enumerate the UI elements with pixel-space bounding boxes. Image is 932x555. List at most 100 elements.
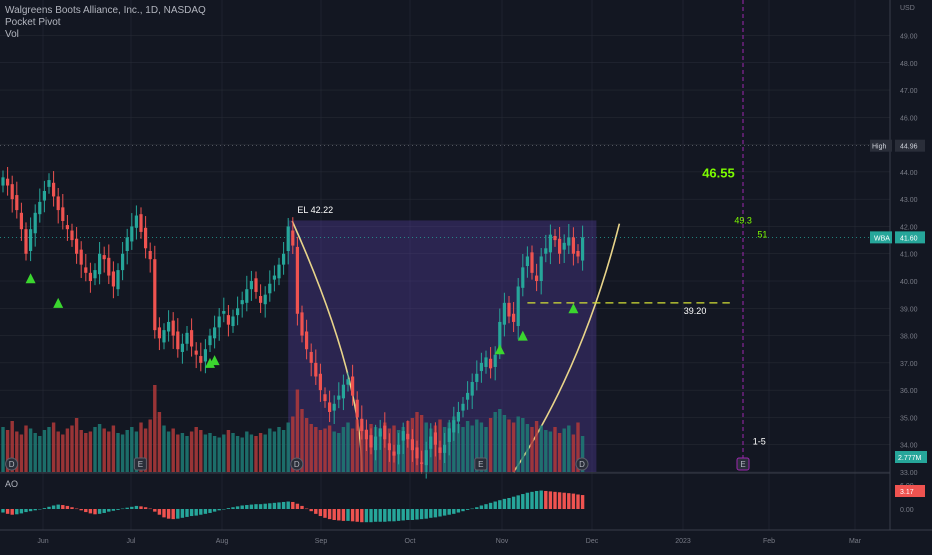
ao-bar: [337, 509, 341, 521]
candle-body: [111, 271, 115, 287]
high-value-box: [895, 139, 925, 152]
candle-body: [125, 237, 129, 252]
ao-bar: [314, 509, 318, 514]
price-axis-tick: 36.00: [900, 388, 918, 395]
ao-bar: [176, 509, 180, 519]
candle-body: [116, 270, 120, 290]
volume-bar: [116, 433, 120, 472]
candle-body: [562, 242, 566, 250]
ao-bar: [166, 509, 171, 519]
candle-body: [148, 251, 152, 260]
volume-bar: [268, 428, 272, 472]
candle-body: [47, 180, 51, 187]
price-axis-tick: 47.00: [900, 88, 918, 95]
time-axis-tick: Mar: [849, 538, 862, 545]
volume-bar: [493, 412, 497, 472]
time-axis-tick: Dec: [586, 538, 599, 545]
volume-bar: [337, 433, 341, 472]
candle-body: [98, 253, 102, 275]
candle-body: [282, 253, 286, 265]
volume-bar: [130, 427, 134, 472]
volume-bar: [332, 431, 336, 472]
volume-bar: [277, 427, 281, 472]
ao-bar: [185, 509, 189, 517]
price-axis-tick: 34.00: [900, 443, 918, 450]
volume-bar: [350, 428, 355, 472]
ao-bar: [116, 509, 120, 510]
ao-bar: [194, 509, 198, 516]
volume-bar: [516, 416, 520, 472]
symbol-tag-label: WBA: [874, 235, 890, 242]
ao-bar: [217, 509, 221, 511]
ao-bar: [93, 509, 97, 515]
dividend-marker: [290, 457, 304, 471]
ao-bar: [19, 509, 24, 514]
volume-bar: [47, 427, 51, 472]
ao-bar: [291, 501, 295, 509]
chart-annotation: 39.20: [684, 306, 707, 316]
candle-body: [88, 272, 92, 282]
volume-bar: [217, 437, 221, 472]
candle-body: [102, 255, 106, 260]
volume-bar: [125, 430, 129, 472]
ao-bar: [56, 504, 60, 509]
volume-bar: [419, 415, 424, 472]
price-axis-tick: 37.00: [900, 361, 918, 368]
volume-bar: [153, 385, 157, 472]
ao-bar: [235, 506, 240, 509]
candle-body: [121, 253, 125, 271]
ao-bar: [488, 502, 493, 509]
dividend-marker: [5, 457, 19, 471]
candle-body: [56, 196, 60, 211]
event-marker-label: E: [740, 460, 745, 469]
candle-body: [420, 462, 424, 464]
pocket-pivot-marker: [205, 357, 215, 368]
candle-body: [530, 252, 534, 273]
ao-bar: [65, 505, 70, 509]
ao-bar: [281, 501, 286, 509]
ao-bar: [212, 509, 217, 512]
candle-body: [286, 226, 290, 252]
volume-bar: [212, 436, 217, 472]
candle-body: [70, 230, 74, 241]
ao-bar: [346, 509, 350, 521]
ao-bar: [139, 506, 143, 509]
candle-body: [424, 450, 428, 466]
ao-bar: [226, 508, 231, 509]
ao-bar: [300, 505, 304, 509]
ao-bar: [203, 509, 208, 514]
candle-body: [190, 330, 194, 347]
pocket-pivot-marker: [209, 355, 220, 366]
pocket-pivot-marker: [517, 330, 528, 341]
candle-body: [180, 343, 184, 352]
price-axis-tick: 33.00: [900, 470, 918, 477]
volume-label: Vol: [5, 29, 19, 40]
ao-bar: [88, 509, 93, 514]
price-axis-bg: [890, 0, 932, 550]
candle-body: [157, 327, 161, 339]
ao-bar: [576, 494, 580, 509]
ao-bar: [553, 491, 557, 509]
candle-body: [498, 321, 502, 351]
ao-bar: [28, 509, 33, 512]
volume-bar: [176, 434, 180, 472]
ao-bar: [157, 509, 162, 515]
candle-body: [249, 281, 253, 290]
ao-bar: [231, 507, 235, 509]
volume-bar: [51, 422, 56, 472]
ao-bar: [272, 502, 277, 509]
ao-bar: [79, 509, 83, 511]
candle-body: [19, 212, 23, 230]
candle-body: [153, 259, 157, 331]
candle-body: [443, 444, 447, 453]
volume-bar: [254, 436, 258, 472]
volume-bar: [309, 424, 313, 472]
candle-body: [107, 257, 111, 276]
candle-body: [1, 177, 5, 186]
candle-body: [300, 312, 304, 336]
price-axis-tick: 48.00: [900, 61, 918, 68]
chart-annotation: 51: [757, 229, 767, 239]
volume-bar: [38, 436, 42, 472]
candle-body: [456, 411, 460, 422]
